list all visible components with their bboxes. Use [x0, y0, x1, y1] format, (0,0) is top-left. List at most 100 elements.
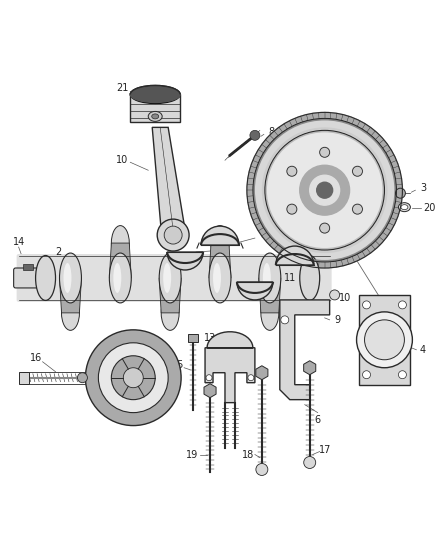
Ellipse shape [259, 253, 281, 303]
Circle shape [157, 219, 189, 251]
Ellipse shape [35, 255, 56, 301]
Circle shape [256, 464, 268, 475]
Circle shape [248, 375, 254, 381]
Text: 2: 2 [55, 247, 62, 257]
Circle shape [247, 112, 403, 268]
Circle shape [250, 131, 260, 140]
Polygon shape [204, 384, 216, 398]
Polygon shape [205, 332, 255, 402]
Ellipse shape [111, 225, 129, 261]
Text: 4: 4 [419, 345, 425, 355]
Circle shape [317, 182, 332, 198]
Ellipse shape [213, 263, 221, 293]
Ellipse shape [261, 295, 279, 330]
Polygon shape [159, 278, 181, 313]
Ellipse shape [163, 263, 171, 293]
Ellipse shape [113, 263, 121, 293]
Bar [188, 334, 198, 342]
Text: 7: 7 [259, 230, 265, 240]
Polygon shape [304, 361, 316, 375]
Circle shape [353, 204, 363, 214]
Ellipse shape [130, 85, 180, 103]
Circle shape [399, 301, 406, 309]
Ellipse shape [300, 255, 320, 301]
Text: 15: 15 [172, 360, 184, 370]
Ellipse shape [399, 203, 410, 212]
Polygon shape [110, 243, 131, 278]
Circle shape [265, 131, 385, 250]
Circle shape [304, 456, 316, 469]
Ellipse shape [110, 253, 131, 303]
Polygon shape [60, 278, 81, 313]
Wedge shape [167, 252, 203, 270]
Text: 21: 21 [116, 84, 128, 93]
Ellipse shape [152, 114, 159, 119]
Text: 15: 15 [164, 394, 177, 405]
Text: 5: 5 [313, 117, 319, 127]
Circle shape [287, 204, 297, 214]
Ellipse shape [401, 205, 408, 209]
Polygon shape [259, 278, 281, 313]
Polygon shape [256, 366, 268, 379]
Circle shape [111, 356, 155, 400]
Wedge shape [201, 226, 239, 245]
Circle shape [364, 320, 404, 360]
Circle shape [164, 226, 182, 244]
Bar [23, 264, 32, 270]
Text: 19: 19 [186, 449, 198, 459]
Ellipse shape [263, 263, 271, 293]
Ellipse shape [161, 295, 179, 330]
Circle shape [124, 368, 143, 387]
Text: 11: 11 [284, 273, 296, 283]
Circle shape [363, 301, 371, 309]
Circle shape [287, 166, 297, 176]
Circle shape [281, 316, 289, 324]
Circle shape [78, 373, 88, 383]
Ellipse shape [130, 86, 180, 102]
Circle shape [363, 371, 371, 379]
Circle shape [320, 223, 330, 233]
Circle shape [85, 330, 181, 425]
Text: 13: 13 [204, 333, 216, 343]
Ellipse shape [159, 253, 181, 303]
Text: 14: 14 [13, 237, 25, 247]
Ellipse shape [148, 111, 162, 122]
Circle shape [253, 118, 396, 262]
Bar [359, 295, 410, 385]
Circle shape [357, 312, 413, 368]
Polygon shape [152, 127, 185, 230]
Text: 10: 10 [339, 293, 351, 303]
Ellipse shape [209, 253, 231, 303]
Polygon shape [280, 300, 330, 400]
Circle shape [353, 166, 363, 176]
Circle shape [399, 371, 406, 379]
Ellipse shape [211, 225, 229, 261]
Text: 8: 8 [269, 127, 275, 138]
Circle shape [310, 175, 339, 205]
Wedge shape [276, 246, 314, 265]
Text: 16: 16 [29, 353, 42, 363]
Text: 6: 6 [314, 415, 321, 425]
Polygon shape [209, 243, 231, 278]
Text: 10: 10 [116, 155, 128, 165]
Text: 7: 7 [321, 250, 327, 260]
Circle shape [206, 375, 212, 381]
Ellipse shape [61, 295, 79, 330]
Text: 11: 11 [212, 243, 224, 253]
Text: 3: 3 [420, 183, 427, 193]
FancyBboxPatch shape [17, 254, 332, 302]
Bar [19, 372, 28, 384]
Circle shape [320, 147, 330, 157]
Text: 1: 1 [289, 128, 295, 139]
Wedge shape [237, 282, 273, 300]
Ellipse shape [60, 253, 81, 303]
Text: 18: 18 [242, 449, 254, 459]
Text: 9: 9 [335, 315, 341, 325]
Circle shape [396, 188, 406, 198]
FancyBboxPatch shape [14, 268, 53, 288]
Text: 17: 17 [318, 445, 331, 455]
Circle shape [300, 165, 350, 215]
Circle shape [99, 343, 168, 413]
Circle shape [330, 290, 339, 300]
Bar [130, 94, 180, 123]
